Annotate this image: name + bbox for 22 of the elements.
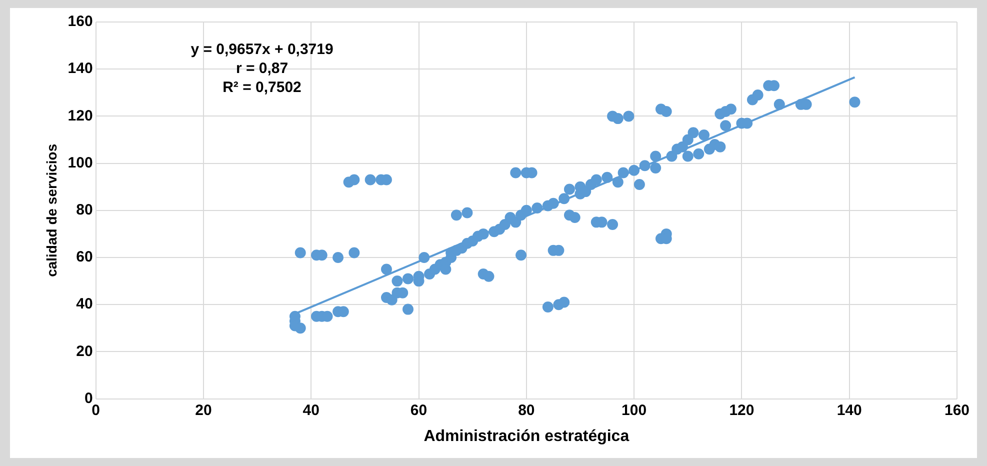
x-tick-label: 40: [302, 402, 320, 419]
x-axis-title: Administración estratégica: [424, 428, 630, 445]
y-tick-label: 100: [68, 154, 93, 172]
x-tick-label: 60: [410, 402, 428, 419]
y-tick-label: 120: [68, 107, 93, 124]
annotation: R² = 0,7502: [222, 79, 302, 96]
y-tick-label: 60: [76, 248, 93, 266]
y-tick-label: 40: [76, 296, 93, 313]
y-tick-label: 160: [68, 13, 93, 30]
x-tick-label: 160: [944, 402, 970, 419]
x-tick-label: 120: [729, 402, 754, 419]
y-tick-label: 0: [84, 390, 93, 407]
y-axis-title: calidad de servicios: [43, 144, 60, 277]
x-tick-label: 80: [518, 402, 535, 419]
y-tick-label: 140: [68, 60, 93, 78]
y-tick-label: 80: [76, 202, 93, 219]
x-tick-label: 20: [195, 402, 212, 419]
annotation: y = 0,9657x + 0,3719: [190, 41, 334, 58]
annotation: r = 0,87: [236, 60, 288, 78]
x-tick-label: 100: [622, 402, 647, 419]
x-tick-label: 140: [836, 402, 862, 419]
y-tick-label: 20: [76, 342, 93, 360]
